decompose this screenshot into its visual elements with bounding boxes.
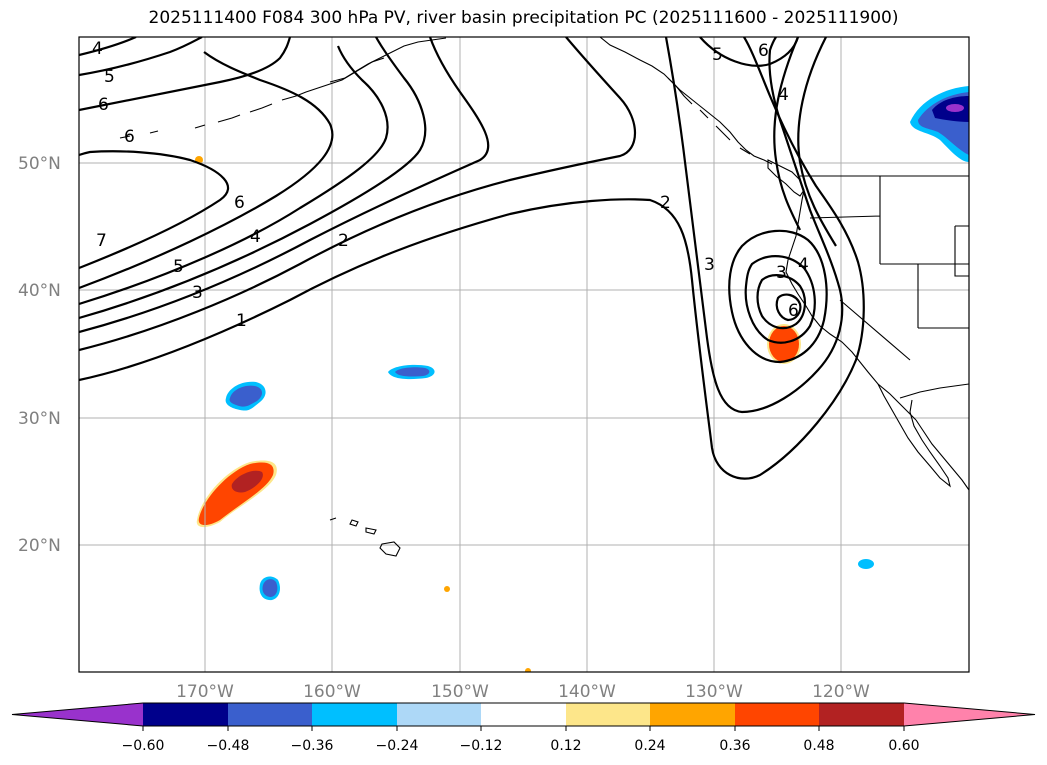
- bc-islands: [667, 77, 751, 155]
- latitude-labels: 50°N 40°N 30°N 20°N: [18, 154, 61, 556]
- contour-label: 2: [338, 231, 349, 251]
- state-lines: [809, 176, 969, 361]
- colorbar-swatch: [312, 703, 397, 726]
- colorbar-swatch: [481, 703, 566, 726]
- colorbar-swatch: [228, 703, 312, 726]
- negative-patch-1-core: [229, 385, 263, 407]
- map-title: 2025111400 F084 300 hPa PV, river basin …: [148, 8, 899, 28]
- negative-patch-3-core: [262, 579, 278, 597]
- pv-contour-upper2: [79, 37, 203, 77]
- contour-label: 6: [788, 301, 799, 321]
- contour-label: 3: [776, 263, 787, 283]
- pv-contours: [79, 37, 865, 480]
- colorbar-swatch: [566, 703, 650, 726]
- negative-patch-2-core: [395, 367, 430, 377]
- contour-label: 5: [173, 257, 184, 277]
- colorbar-extend-left: [12, 703, 143, 726]
- vancouver-island: [767, 159, 805, 197]
- lon-label: 160°W: [303, 682, 361, 702]
- contour-label: 4: [92, 39, 103, 59]
- colorbar-tick-label: −0.24: [376, 738, 419, 754]
- contour-label: 7: [96, 231, 107, 251]
- colorbar-swatch: [650, 703, 735, 726]
- pv-contour-7: [79, 150, 230, 270]
- positive-patch-california-mid: [769, 326, 799, 362]
- map-frame: [78, 36, 970, 673]
- positive-dot-3: [525, 668, 531, 672]
- colorbar-swatch: [397, 703, 481, 726]
- contour-label: 4: [778, 85, 789, 105]
- contour-label: 4: [798, 255, 809, 275]
- colorbar-extend-right: [904, 703, 1035, 726]
- pv-contour-5: [79, 45, 389, 306]
- pv-contour-4b: [744, 255, 816, 344]
- negative-patch-4: [858, 559, 874, 569]
- alaska-coast: [599, 37, 773, 165]
- mexico-coast: [915, 419, 969, 491]
- colorbar-tick-label: −0.12: [460, 738, 503, 754]
- contour-label: 6: [124, 127, 135, 147]
- colorbar-tick-label: −0.36: [291, 738, 334, 754]
- positive-dot-2: [444, 586, 450, 592]
- us-west-coast: [785, 189, 917, 421]
- aleutians: [119, 57, 385, 139]
- pv-contour-3: [79, 37, 490, 334]
- pv-contour-6: [79, 51, 334, 290]
- hawaii-islands: [329, 517, 401, 557]
- pv-contour-ne3: [797, 37, 837, 247]
- contour-label: 6: [98, 95, 109, 115]
- colorbar-tick-label: 0.36: [719, 738, 750, 754]
- colorbar-tick-labels: −0.60 −0.48 −0.36 −0.24 −0.12 0.12 0.24 …: [122, 738, 920, 754]
- colorbar-swatch: [819, 703, 904, 726]
- baja-california: [877, 383, 951, 488]
- pv-contour-4: [79, 37, 427, 320]
- lat-label: 40°N: [18, 281, 61, 301]
- colorbar-ticks: [142, 726, 905, 731]
- contour-label: 5: [712, 45, 723, 65]
- pv-contour-upper: [79, 37, 292, 112]
- colorbar-tick-label: 0.24: [634, 738, 665, 754]
- pv-contour-upper3: [79, 37, 137, 57]
- map-area: 4 5 6 6 7 6 4 5 3 1 2 2 3 5 6 4 3 4 6: [79, 37, 969, 672]
- pv-contour-6b: [775, 293, 802, 322]
- colorbar-tick-label: −0.48: [207, 738, 250, 754]
- contour-label: 3: [192, 283, 203, 303]
- lon-label: 150°W: [431, 682, 489, 702]
- contour-label: 6: [234, 193, 245, 213]
- colorbar-tick-label: 0.48: [803, 738, 834, 754]
- pv-contour-1: [79, 37, 865, 480]
- pv-contour-3b: [728, 229, 828, 364]
- contour-label: 3: [704, 255, 715, 275]
- lat-label: 20°N: [18, 536, 61, 556]
- contour-label: 1: [236, 311, 247, 331]
- contour-labels: 4 5 6 6 7 6 4 5 3 1 2 2 3 5 6 4 3 4 6: [92, 39, 809, 331]
- negative-patch-5-min: [946, 104, 964, 112]
- lat-label: 30°N: [18, 409, 61, 429]
- contour-label: 6: [758, 41, 769, 61]
- colorbar-tick-label: 0.12: [550, 738, 581, 754]
- lat-label: 50°N: [18, 154, 61, 174]
- alaska-peninsula: [329, 37, 447, 83]
- shading-patches: [195, 86, 969, 672]
- longitude-labels: 170°W 160°W 150°W 140°W 130°W 120°W: [176, 682, 870, 702]
- colorbar: −0.60 −0.48 −0.36 −0.24 −0.12 0.12 0.24 …: [11, 702, 1036, 754]
- positive-patch-hawaii-core: [231, 470, 263, 493]
- lon-label: 120°W: [812, 682, 870, 702]
- colorbar-tick-label: 0.60: [888, 738, 919, 754]
- pv-contour-ne2: [773, 37, 801, 231]
- contour-label: 4: [250, 227, 261, 247]
- contour-label: 2: [660, 193, 671, 213]
- us-mexico-border: [899, 383, 969, 399]
- colorbar-swatch: [143, 703, 228, 726]
- colorbar-swatch: [735, 703, 819, 726]
- pv-contour-5b: [756, 274, 806, 330]
- lon-label: 170°W: [176, 682, 234, 702]
- colorbar-tick-label: −0.60: [122, 738, 165, 754]
- lon-label: 130°W: [685, 682, 743, 702]
- coastlines: [119, 37, 969, 557]
- contour-label: 5: [104, 67, 115, 87]
- lon-label: 140°W: [558, 682, 616, 702]
- pv-contour-2: [79, 37, 636, 352]
